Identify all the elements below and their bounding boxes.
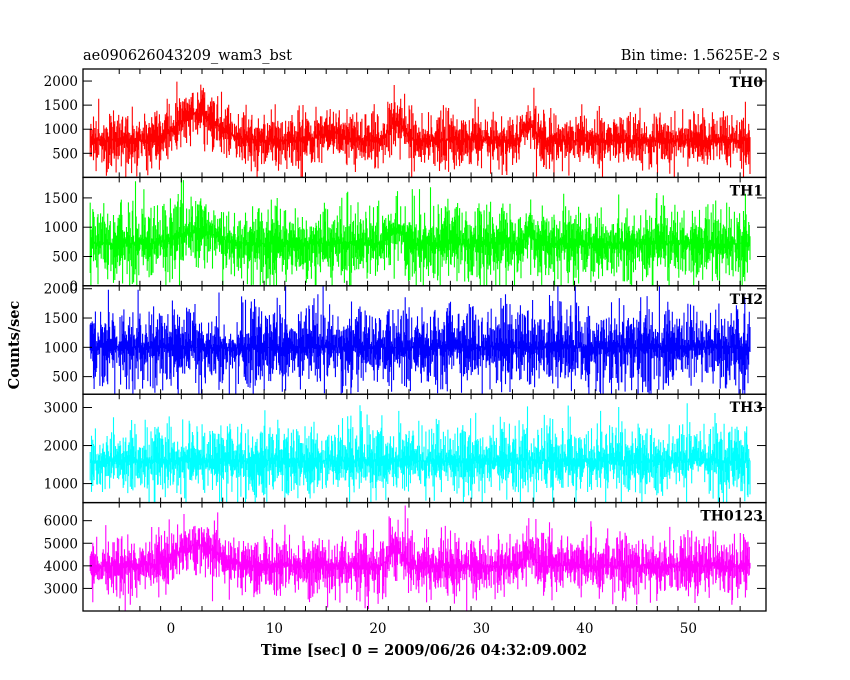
panel-name-label: TH3 [730, 400, 763, 416]
series-th0-trace [89, 81, 751, 178]
y-tick-label: 3000 [44, 581, 78, 597]
x-tick-label: 50 [680, 621, 697, 637]
panel-name-label: TH1 [730, 183, 763, 199]
y-tick-label: 1500 [44, 98, 78, 114]
y-tick-label: 0 [69, 279, 78, 295]
x-tick-label: 0 [167, 621, 176, 637]
panel-frame [82, 501, 767, 612]
series-th2-trace [89, 285, 751, 395]
y-tick-label: 2000 [44, 282, 78, 298]
y-tick-label: 1500 [44, 191, 78, 207]
panel-th0123: 3000 4000 5000 6000 TH0123 [44, 501, 767, 612]
panel-name-label: TH0123 [700, 509, 763, 525]
y-tick-label: 500 [52, 370, 78, 386]
panel-th1: 0 500 1000 1500 TH1 [44, 176, 767, 295]
x-tick-label: 20 [369, 621, 386, 637]
y-tick-label: 3000 [44, 401, 78, 417]
y-tick-label: 1000 [44, 477, 78, 493]
panel-th2: 500 1000 1500 2000 TH2 [44, 282, 767, 395]
y-tick-label: 500 [52, 250, 78, 266]
y-tick-label: 5000 [44, 536, 78, 552]
x-tick-label: 30 [473, 621, 490, 637]
y-tick-label: 1500 [44, 311, 78, 327]
y-tick-label: 2000 [44, 439, 78, 455]
panel-name-label: TH2 [730, 292, 763, 308]
panel-name-label: TH0 [730, 75, 764, 91]
bin-time-label: Bin time: 1.5625E-2 s [621, 48, 780, 64]
panel-th3: 1000 2000 3000 TH3 [44, 393, 767, 504]
y-tick-label: 6000 [44, 514, 78, 530]
series-th0123-trace [89, 505, 751, 611]
panel-th0: 500 1000 1500 2000 TH0 [44, 68, 767, 179]
x-axis-title: Time [sec] 0 = 2009/06/26 04:32:09.002 [261, 642, 587, 659]
y-tick-label: 1000 [44, 340, 78, 356]
y-axis-title: Counts/sec [6, 300, 23, 389]
y-tick-label: 1000 [44, 122, 78, 138]
y-tick-label: 500 [52, 146, 78, 162]
series-th1-trace [89, 177, 751, 286]
chart-title: ae090626043209_wam3_bst [83, 48, 292, 64]
series-th3-trace [89, 403, 751, 503]
y-tick-label: 1000 [44, 220, 78, 236]
x-tick-label: 40 [576, 621, 593, 637]
y-tick-label: 4000 [44, 559, 78, 575]
y-tick-label: 2000 [44, 74, 78, 90]
x-tick-label: 10 [266, 621, 283, 637]
